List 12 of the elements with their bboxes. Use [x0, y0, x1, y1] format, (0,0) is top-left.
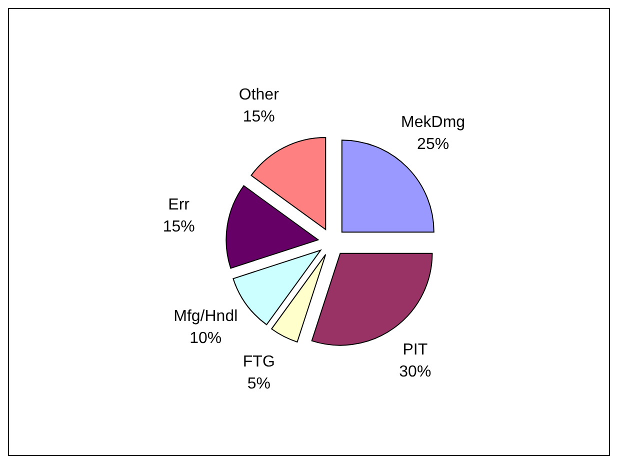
slice-label: PIT [402, 341, 428, 358]
slice-label: Other [238, 86, 280, 104]
data-label: 15% [162, 218, 195, 236]
data-label: 15% [242, 108, 275, 126]
data-label: 5% [247, 376, 270, 393]
slice-label: FTG [242, 354, 275, 371]
slice-label: Mfg/Hndl [174, 308, 238, 326]
data-label: 30% [399, 363, 432, 380]
data-label: 25% [417, 136, 450, 153]
slice-label: MekDmg [401, 114, 466, 131]
slice-label: Err [168, 196, 190, 214]
data-label: 10% [190, 330, 222, 348]
